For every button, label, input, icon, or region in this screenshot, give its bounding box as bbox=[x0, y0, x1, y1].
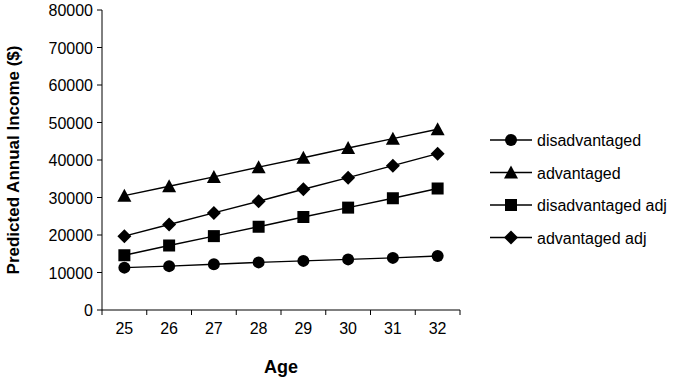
x-tick-mark bbox=[191, 310, 192, 315]
x-tick-label: 32 bbox=[429, 320, 447, 337]
point bbox=[296, 151, 310, 164]
point bbox=[432, 250, 444, 262]
series-line bbox=[124, 129, 437, 195]
x-tick-mark bbox=[146, 310, 147, 315]
point bbox=[208, 230, 220, 242]
point bbox=[342, 202, 354, 214]
point bbox=[431, 147, 445, 161]
legend-label: disadvantaged bbox=[537, 132, 641, 149]
point bbox=[162, 218, 176, 232]
point bbox=[118, 249, 130, 261]
point bbox=[432, 183, 444, 195]
x-tick-mark bbox=[236, 310, 237, 315]
legend-marker bbox=[504, 231, 518, 245]
legend-label: advantaged adj bbox=[537, 230, 646, 247]
point bbox=[207, 170, 221, 183]
y-tick-label: 70000 bbox=[49, 40, 94, 57]
series-line bbox=[124, 189, 437, 256]
y-tick-label: 30000 bbox=[49, 190, 94, 207]
x-tick-label: 25 bbox=[115, 320, 133, 337]
point bbox=[386, 132, 400, 145]
y-tick-label: 40000 bbox=[49, 152, 94, 169]
y-tick-mark bbox=[97, 272, 102, 273]
y-tick-mark bbox=[97, 85, 102, 86]
y-tick-label: 0 bbox=[84, 302, 93, 319]
point bbox=[297, 255, 309, 267]
x-tick-mark bbox=[460, 310, 461, 315]
point bbox=[208, 258, 220, 270]
point bbox=[252, 160, 266, 173]
y-tick-label: 80000 bbox=[49, 2, 94, 19]
x-tick-label: 31 bbox=[384, 320, 402, 337]
x-tick-label: 30 bbox=[339, 320, 357, 337]
legend-label: disadvantaged adj bbox=[537, 197, 667, 214]
x-tick-label: 27 bbox=[205, 320, 223, 337]
y-tick-mark bbox=[97, 310, 102, 311]
point bbox=[341, 141, 355, 154]
point bbox=[117, 229, 131, 243]
point bbox=[341, 171, 355, 185]
x-tick-mark bbox=[370, 310, 371, 315]
point bbox=[162, 179, 176, 192]
y-tick-mark bbox=[97, 122, 102, 123]
x-tick-mark bbox=[325, 310, 326, 315]
point bbox=[252, 194, 266, 208]
legend-marker bbox=[504, 166, 518, 179]
point bbox=[163, 260, 175, 272]
y-tick-label: 20000 bbox=[49, 227, 94, 244]
y-tick-label: 50000 bbox=[49, 115, 94, 132]
y-tick-mark bbox=[97, 160, 102, 161]
legend-marker bbox=[505, 199, 517, 211]
y-tick-label: 10000 bbox=[49, 265, 94, 282]
point bbox=[297, 211, 309, 223]
point bbox=[253, 221, 265, 233]
y-tick-mark bbox=[97, 235, 102, 236]
x-tick-mark bbox=[102, 310, 103, 315]
series-line bbox=[124, 154, 437, 237]
point bbox=[163, 240, 175, 252]
point bbox=[207, 206, 221, 220]
point bbox=[117, 189, 131, 202]
y-axis-label: Predicted Annual Income ($) bbox=[4, 46, 23, 275]
chart: 0 10000 20000 30000 40000 50000 60000 70000 8000… bbox=[0, 0, 685, 384]
plot-area bbox=[117, 122, 444, 273]
point bbox=[296, 182, 310, 196]
point bbox=[431, 122, 445, 135]
x-tick-mark bbox=[281, 310, 282, 315]
point bbox=[387, 192, 399, 204]
y-tick-mark bbox=[97, 10, 102, 11]
x-tick-label: 29 bbox=[294, 320, 312, 337]
x-tick-label: 26 bbox=[160, 320, 178, 337]
y-tick-label: 60000 bbox=[49, 77, 94, 94]
point bbox=[253, 256, 265, 268]
point bbox=[386, 159, 400, 173]
y-tick-mark bbox=[97, 197, 102, 198]
point bbox=[342, 253, 354, 265]
x-axis-label: Age bbox=[264, 357, 298, 377]
legend-label: advantaged bbox=[537, 165, 621, 182]
point bbox=[387, 252, 399, 264]
y-tick-mark bbox=[97, 47, 102, 48]
point bbox=[118, 262, 130, 274]
x-tick-mark bbox=[415, 310, 416, 315]
legend-marker bbox=[505, 134, 517, 146]
x-tick-label: 28 bbox=[250, 320, 268, 337]
